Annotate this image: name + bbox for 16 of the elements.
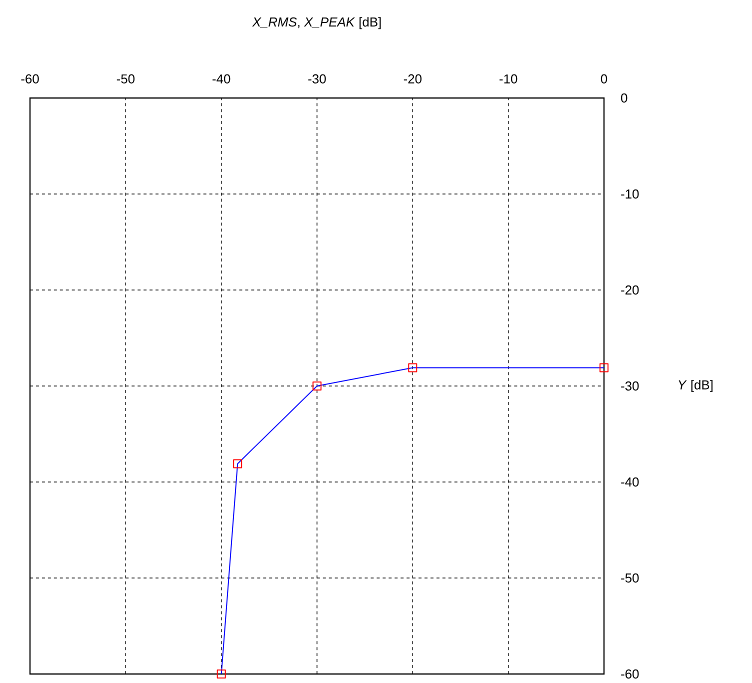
y-tick-label: -60 [621,669,639,679]
x-axis-title: X_RMS, X_PEAK [dB] [252,17,381,30]
x-tick-label: -10 [500,74,518,84]
y-tick-label: -10 [621,189,639,199]
y-tick-label: 0 [621,93,628,103]
x-tick-label: -30 [308,74,326,84]
y-tick-label: -40 [621,477,639,487]
y-tick-label: -30 [621,381,639,391]
x-tick-label: -60 [21,74,39,84]
x-tick-label: -40 [212,74,230,84]
y-tick-label: -20 [621,285,639,295]
y-axis-title: Y [dB] [678,380,713,392]
x-tick-label: -50 [116,74,135,84]
y-tick-label: -50 [621,573,639,583]
x-tick-label: -20 [404,74,422,84]
x-tick-label: 0 [600,74,608,84]
